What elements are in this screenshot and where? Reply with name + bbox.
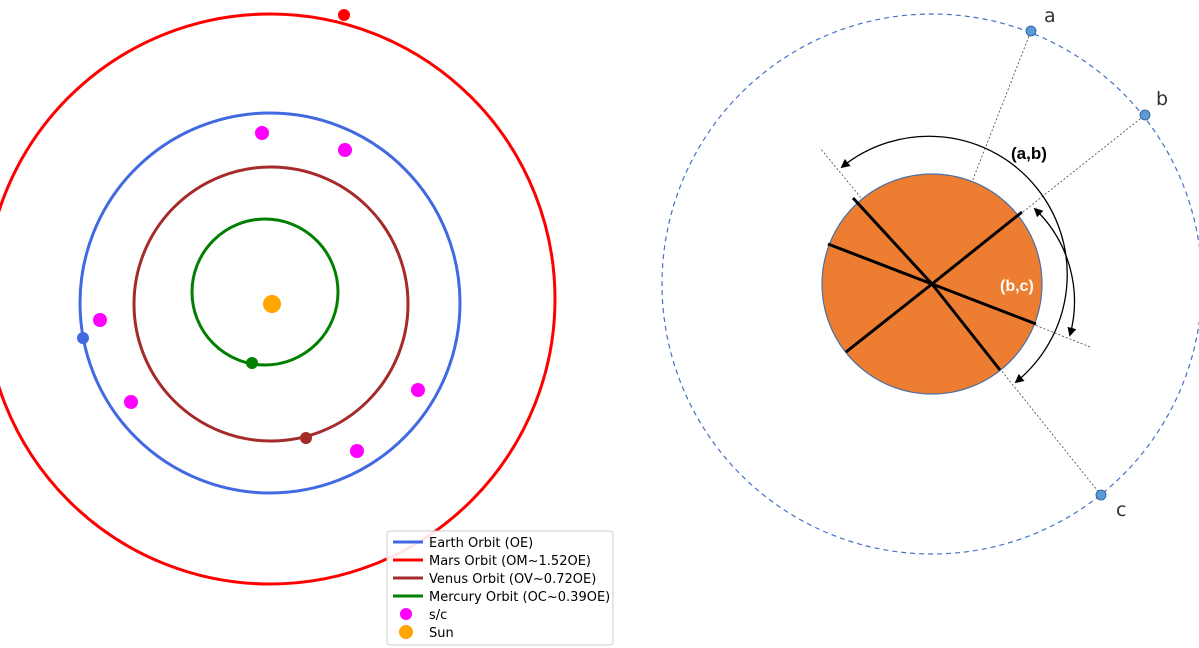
- arc-label-ab: (a,b): [1011, 144, 1047, 163]
- mercury-planet: [246, 357, 258, 369]
- sun: [263, 295, 281, 313]
- arc-arrow-bc: [1033, 207, 1077, 337]
- sector-diagram: (a,b) (b,c) a b c: [661, 5, 1199, 555]
- point-b-marker: [1139, 109, 1151, 121]
- point-a-label: a: [1044, 5, 1056, 27]
- sc-dot: [255, 126, 269, 140]
- point-a-marker: [1025, 25, 1037, 37]
- mars-planet: [338, 9, 350, 21]
- point-b-label: b: [1156, 88, 1168, 110]
- point-c-marker: [1095, 489, 1107, 501]
- legend-swatch-sun: [399, 625, 413, 639]
- dashed-outer-orbit: [661, 13, 1199, 555]
- sc-dot: [350, 444, 364, 458]
- legend-box: [386, 530, 614, 646]
- sc-dot: [93, 313, 107, 327]
- sc-dot: [411, 383, 425, 397]
- legend-label-earth: Earth Orbit (OE): [429, 536, 533, 551]
- legend-label-venus: Venus Orbit (OV~0.72OE): [429, 572, 596, 587]
- legend-swatch-sc: [400, 608, 412, 620]
- legend-label-mars: Mars Orbit (OM~1.52OE): [429, 554, 591, 569]
- legend-label-sc: s/c: [429, 608, 447, 623]
- legend-label-sun: Sun: [429, 626, 454, 641]
- sc-dot: [338, 143, 352, 157]
- venus-orbit: [132, 165, 410, 443]
- point-c-label: c: [1116, 499, 1126, 521]
- mercury-orbit: [190, 217, 340, 367]
- legend-label-mercury: Mercury Orbit (OC~0.39OE): [429, 590, 610, 605]
- earth-orbit: [78, 111, 462, 495]
- earth-planet: [77, 332, 89, 344]
- sc-dot: [124, 395, 138, 409]
- mars-orbit: [0, 12, 557, 586]
- venus-planet: [300, 432, 312, 444]
- legend: Earth Orbit (OE) Mars Orbit (OM~1.52OE) …: [386, 530, 614, 646]
- solar-orbit-diagram: Earth Orbit (OE) Mars Orbit (OM~1.52OE) …: [0, 9, 614, 646]
- arc-label-bc: (b,c): [1000, 278, 1034, 295]
